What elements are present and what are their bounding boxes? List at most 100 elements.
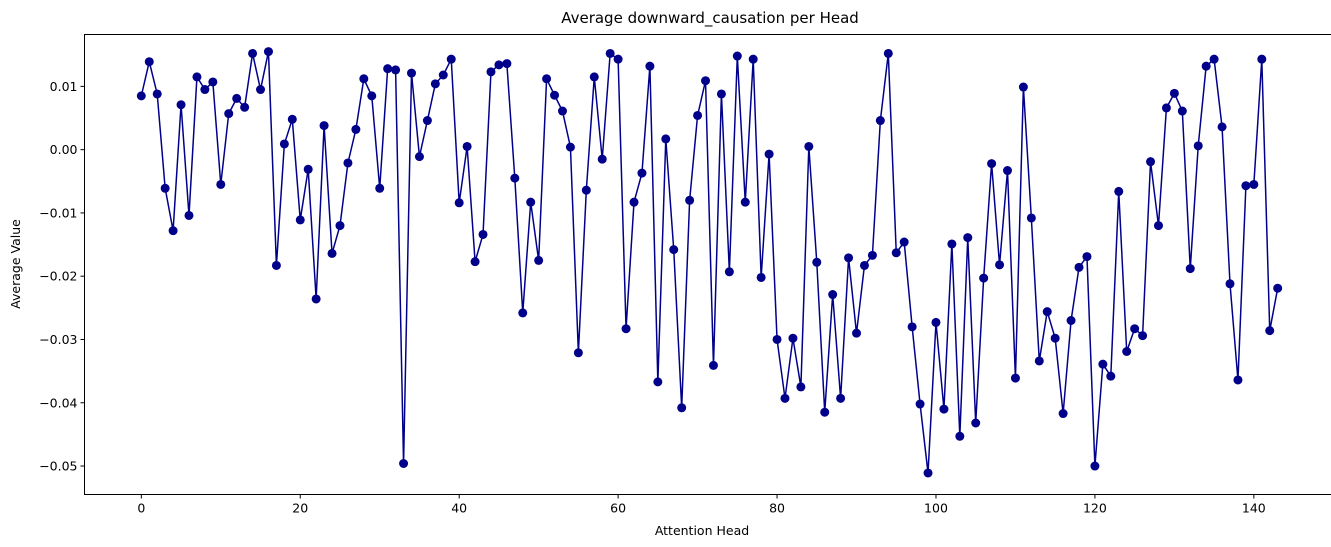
data-point	[470, 257, 480, 267]
x-axis: 0 20 40 60 80 100 120 140	[137, 494, 1266, 516]
data-point	[613, 54, 623, 64]
data-point	[780, 393, 790, 403]
data-point	[383, 64, 393, 74]
data-point	[772, 334, 782, 344]
data-point	[1090, 461, 1100, 471]
data-point	[343, 158, 353, 168]
data-point	[208, 77, 218, 87]
x-tick-label: 60	[610, 501, 626, 516]
data-point	[1169, 88, 1179, 98]
data-point	[995, 260, 1005, 270]
data-point	[1153, 221, 1163, 231]
data-point	[271, 260, 281, 270]
data-point	[677, 403, 687, 413]
data-point	[1233, 375, 1243, 385]
data-point	[740, 197, 750, 207]
data-point	[899, 237, 909, 247]
data-point	[351, 124, 361, 134]
data-point	[550, 90, 560, 100]
data-point	[1201, 61, 1211, 71]
data-point	[939, 404, 949, 414]
data-point	[1257, 54, 1267, 64]
data-point	[1066, 316, 1076, 325]
data-point	[812, 257, 822, 267]
data-point	[518, 308, 528, 318]
data-point	[1217, 122, 1227, 132]
y-tick-label: −0.03	[39, 332, 77, 347]
data-point	[192, 72, 202, 82]
data-point	[748, 54, 758, 64]
data-point	[1265, 326, 1275, 336]
data-point	[454, 198, 464, 208]
data-point	[859, 260, 869, 270]
data-point	[565, 142, 575, 152]
y-tick-label: −0.02	[39, 269, 77, 284]
data-point	[311, 294, 321, 304]
data-point	[796, 382, 806, 392]
data-point	[1082, 252, 1092, 262]
data-point	[923, 468, 933, 478]
plot-area-frame	[84, 34, 1331, 495]
data-point	[788, 333, 798, 343]
x-tick-label: 0	[137, 501, 145, 516]
data-point	[907, 322, 917, 332]
x-tick-label: 40	[451, 501, 467, 516]
data-point	[653, 377, 663, 387]
data-point	[1050, 333, 1060, 343]
y-tick-label: −0.04	[39, 395, 77, 410]
x-tick-label: 140	[1242, 501, 1266, 516]
data-point	[232, 93, 242, 103]
y-tick-label: −0.01	[39, 205, 77, 220]
data-point	[605, 48, 615, 58]
data-point	[534, 255, 544, 265]
data-point	[542, 74, 552, 84]
data-point	[160, 183, 170, 193]
data-point	[399, 459, 409, 468]
data-point	[693, 110, 703, 120]
data-point	[955, 431, 965, 441]
data-point	[1098, 359, 1108, 369]
data-point	[335, 221, 345, 231]
data-point	[915, 399, 925, 409]
data-point	[971, 418, 981, 428]
data-point	[1018, 82, 1028, 92]
data-point	[1185, 264, 1195, 274]
data-point	[200, 85, 210, 95]
data-point	[557, 106, 567, 116]
data-point	[1074, 262, 1084, 272]
y-tick-label: 0.01	[50, 79, 78, 94]
data-point	[407, 68, 416, 78]
y-axis-label: Average Value	[8, 219, 23, 309]
x-tick-label: 20	[292, 501, 308, 516]
data-point	[287, 114, 297, 124]
data-point	[152, 89, 162, 99]
data-point	[438, 70, 448, 80]
data-point	[327, 248, 337, 258]
data-point	[947, 239, 957, 249]
data-point	[1225, 279, 1235, 289]
data-point	[224, 109, 234, 119]
data-point	[494, 60, 504, 70]
data-point	[820, 407, 830, 417]
data-point	[573, 348, 583, 358]
data-point	[446, 54, 456, 64]
data-point	[176, 100, 186, 110]
data-point	[184, 210, 194, 220]
data-point	[756, 272, 766, 282]
data-point	[1042, 307, 1052, 317]
data-point	[828, 290, 838, 300]
data-point	[422, 116, 432, 126]
data-point	[136, 91, 146, 101]
data-point	[716, 89, 726, 99]
data-point	[168, 226, 178, 236]
data-point	[1003, 166, 1012, 176]
data-point	[931, 317, 941, 327]
data-point	[661, 134, 671, 144]
data-point	[1058, 409, 1068, 419]
data-point	[1106, 371, 1116, 381]
data-point	[669, 245, 679, 255]
data-point	[263, 47, 273, 57]
data-point	[724, 267, 734, 277]
data-point	[1161, 103, 1171, 113]
